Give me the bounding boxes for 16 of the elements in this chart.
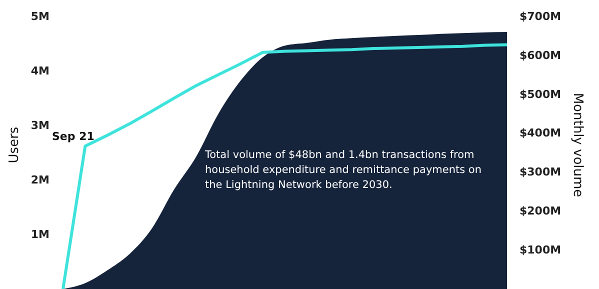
y2-tick-label: $300M	[520, 166, 562, 179]
y2-tick-label: $200M	[520, 204, 562, 218]
y2-tick-label: $500M	[520, 88, 562, 101]
y2-axis-title: Monthly volume	[570, 92, 586, 198]
y2-tick-label: $400M	[520, 126, 562, 140]
y2-tick-label: $600M	[520, 48, 562, 62]
y2-tick-label: $100M	[520, 244, 562, 257]
annotation: Sep 21	[52, 130, 94, 143]
y-tick-label: 1M	[30, 228, 50, 241]
y-tick-label: 3M	[30, 118, 50, 132]
y-tick-label: 4M	[30, 64, 50, 78]
y2-tick-label: $700M	[520, 10, 562, 23]
annotation: Total volume of $48bn and 1.4bn transactions from household expenditure and remittance payments on the Lightning Network before 2030.	[204, 149, 482, 191]
y-axis-title: Users	[6, 126, 22, 164]
y-tick-label: 5M	[30, 10, 50, 23]
y-tick-label: 2M	[30, 173, 50, 186]
